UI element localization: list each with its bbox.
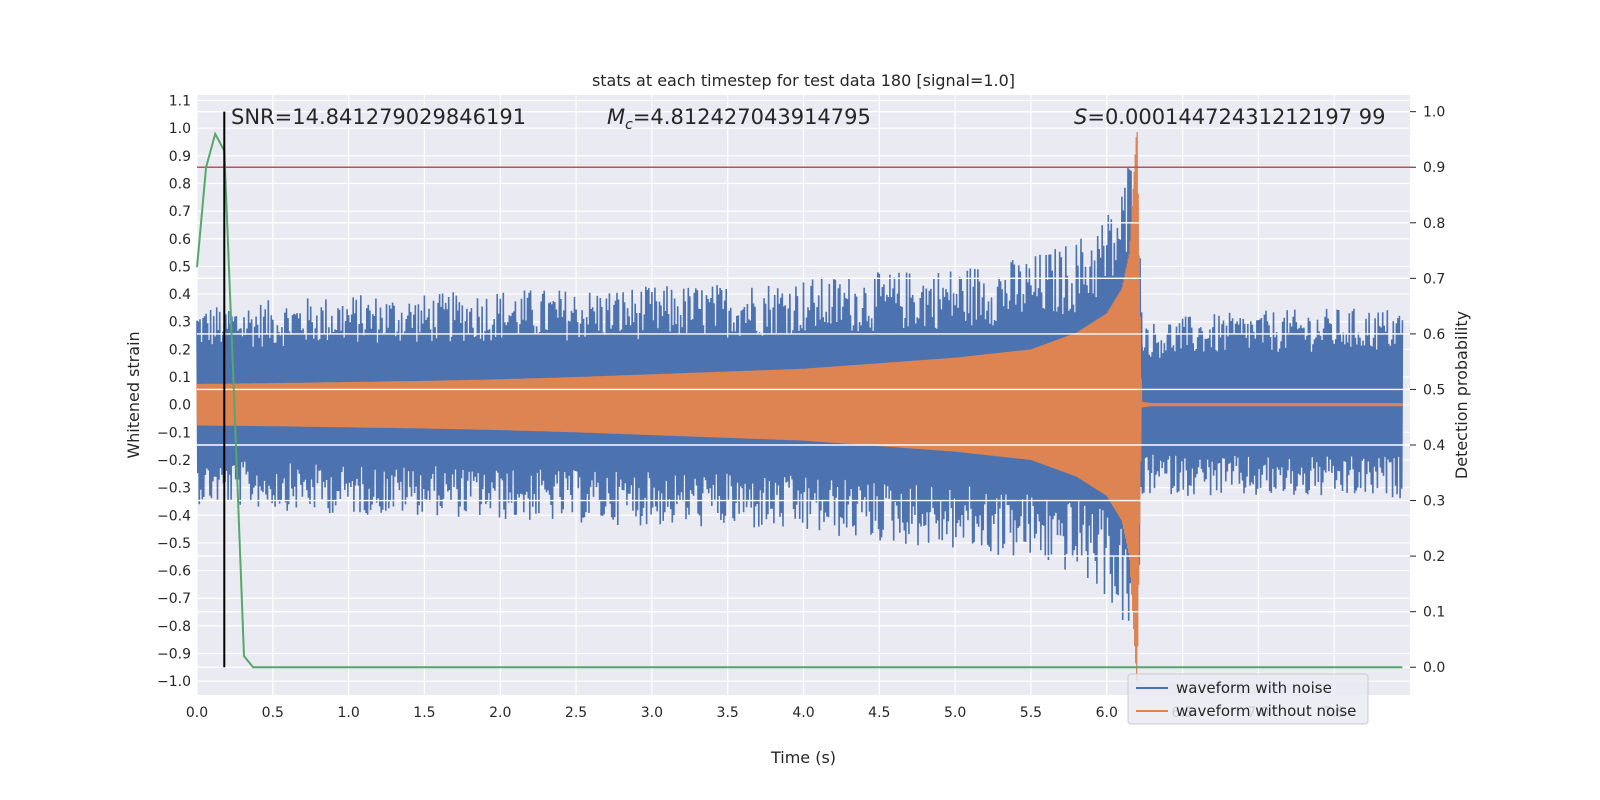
s-value: =0.00014472431212197 99 [1087,105,1385,129]
y-axis-label-left: Whitened strain [124,331,143,458]
y-left-tick-label: 0.2 [169,342,191,358]
legend-label-waveform-with-noise: waveform with noise [1176,679,1332,697]
y-left-tick-label: −0.9 [157,647,191,663]
x-tick-label: 2.0 [489,705,511,721]
x-tick-label: 1.5 [413,705,435,721]
x-tick-label: 5.5 [1020,705,1042,721]
y-left-tick-label: 1.1 [169,94,191,110]
legend-label-waveform-without-noise: waveform without noise [1176,702,1356,720]
x-tick-label: 4.0 [792,705,814,721]
x-tick-label: 3.0 [641,705,663,721]
chirp-mass-value: =4.812427043914795 [633,105,871,129]
x-tick-label: 1.0 [337,705,359,721]
y-left-tick-label: 0.7 [169,204,191,220]
legend-box [1127,673,1369,725]
y-left-tick-label: 0.9 [169,149,191,165]
x-tick-label: 2.5 [565,705,587,721]
y-right-tick-label: 0.8 [1423,216,1445,232]
y-left-tick-label: −0.6 [157,564,191,580]
y-right-tick-label: 0.5 [1423,382,1445,398]
series-line-detection-probability [196,131,1403,669]
legend: waveform with noise waveform without noi… [1127,673,1369,725]
y-left-tick-label: −1.0 [157,674,191,690]
y-left-tick-label: −0.3 [157,481,191,497]
y-left-tick-label: 0.8 [169,176,191,192]
snr-annotation: SNR=14.841279029846191 [231,105,526,129]
y-right-tick-label: 0.1 [1423,605,1445,621]
y-left-tick-label: −0.5 [157,536,191,552]
chirp-mass-annotation: Mc=4.812427043914795 [607,105,871,133]
x-tick-label: 3.5 [717,705,739,721]
y-left-tick-label: −0.2 [157,453,191,469]
y-right-tick-label: 1.0 [1423,105,1445,121]
x-tick-label: 6.0 [1096,705,1118,721]
s-symbol: S [1074,105,1087,129]
y-left-tick-label: −0.1 [157,425,191,441]
y-left-tick-label: 0.6 [169,232,191,248]
y-right-tick-label: 0.6 [1423,327,1445,343]
y-right-tick-label: 0.3 [1423,494,1445,510]
x-tick-label: 0.0 [186,705,208,721]
x-tick-label: 0.5 [262,705,284,721]
series-line-waveform-with-noise [196,167,1404,639]
y-left-tick-label: −0.8 [157,619,191,635]
chirp-mass-subscript: c [625,117,633,133]
chart-title: stats at each timestep for test data 180… [592,71,1015,90]
x-tick-label: 4.5 [868,705,890,721]
y-right-tick-label: 0.4 [1423,438,1445,454]
y-right-tick-label: 0.0 [1423,660,1445,676]
y-right-tick-label: 0.2 [1423,549,1445,565]
y-left-tick-label: 0.3 [169,315,191,331]
chirp-mass-symbol: M [607,105,625,129]
s-annotation: S=0.00014472431212197 99 [1074,105,1386,129]
y-left-tick-label: 0.5 [169,259,191,275]
y-left-tick-label: 0.4 [169,287,191,303]
y-left-tick-label: −0.7 [157,591,191,607]
x-axis-label: Time (s) [770,748,836,767]
y-axis-label-right: Detection probability [1452,311,1471,479]
x-tick-label: 5.0 [944,705,966,721]
y-left-tick-label: 0.0 [169,398,191,414]
y-left-tick-label: 0.1 [169,370,191,386]
y-right-tick-label: 0.7 [1423,271,1445,287]
y-right-tick-label: 0.9 [1423,160,1445,176]
series-layer [196,131,1404,681]
y-left-tick-label: 1.0 [169,121,191,137]
y-left-tick-label: −0.4 [157,508,191,524]
series-line-waveform-without-noise [196,131,1404,681]
overlay-layer [196,110,1410,669]
